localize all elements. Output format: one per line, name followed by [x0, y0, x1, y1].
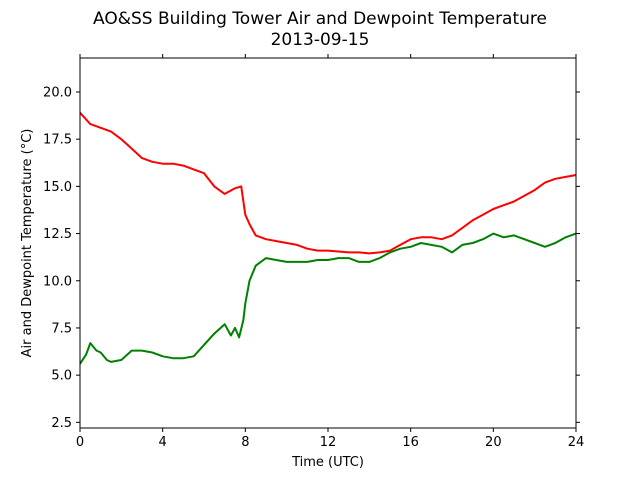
x-tick-label: 0 — [76, 435, 84, 450]
chart-title: AO&SS Building Tower Air and Dewpoint Te… — [93, 9, 547, 29]
y-tick-label: 5.0 — [51, 369, 72, 384]
x-tick-label: 16 — [402, 435, 419, 450]
y-tick-label: 20.0 — [43, 85, 72, 100]
series-line-0 — [79, 112, 577, 255]
y-axis-label: Air and Dewpoint Temperature (°C) — [20, 129, 35, 358]
tick-layer: 0 4 8 12 16 20 24 2.5 5.0 7.5 10.0 12.5 15.0 17.5 20.0 — [43, 54, 584, 450]
x-tick-label: 4 — [159, 435, 167, 450]
y-tick-label: 15.0 — [43, 180, 72, 195]
x-tick-label: 8 — [241, 435, 249, 450]
x-tick-label: 12 — [320, 435, 337, 450]
series-line-1 — [79, 232, 577, 365]
x-tick-label: 20 — [485, 435, 502, 450]
series-layer — [79, 112, 577, 365]
y-tick-label: 7.5 — [51, 321, 72, 336]
y-tick-label: 12.5 — [43, 227, 72, 242]
y-tick-label: 10.0 — [43, 274, 72, 289]
x-axis-label: Time (UTC) — [291, 455, 364, 470]
y-tick-label: 2.5 — [51, 416, 72, 431]
x-tick-label: 24 — [568, 435, 585, 450]
plot-frame — [79, 57, 577, 429]
y-tick-label: 17.5 — [43, 133, 72, 148]
chart-subtitle: 2013-09-15 — [271, 30, 370, 50]
